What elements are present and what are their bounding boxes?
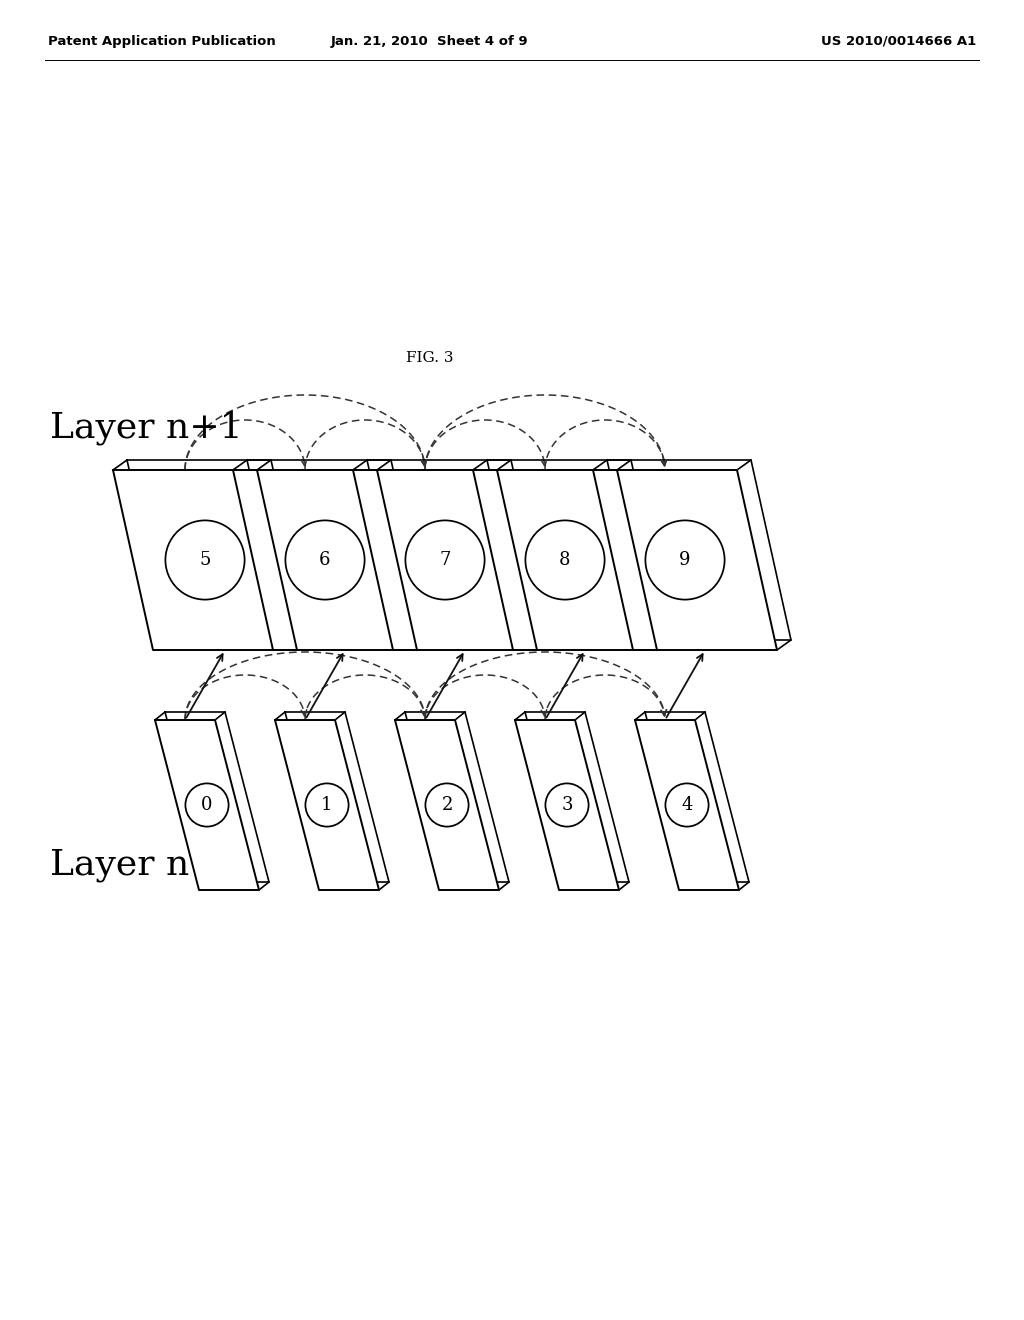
Text: 1: 1 (322, 796, 333, 814)
Text: FIG. 3: FIG. 3 (407, 351, 454, 366)
Polygon shape (155, 719, 259, 890)
Text: Layer n+1: Layer n+1 (50, 411, 243, 445)
Polygon shape (275, 719, 379, 890)
Text: 7: 7 (439, 550, 451, 569)
Text: US 2010/0014666 A1: US 2010/0014666 A1 (821, 36, 976, 48)
Text: 5: 5 (200, 550, 211, 569)
Text: 4: 4 (681, 796, 692, 814)
Text: Jan. 21, 2010  Sheet 4 of 9: Jan. 21, 2010 Sheet 4 of 9 (331, 36, 528, 48)
Polygon shape (473, 470, 657, 649)
Text: 0: 0 (202, 796, 213, 814)
Polygon shape (353, 470, 537, 649)
Text: 8: 8 (559, 550, 570, 569)
Polygon shape (233, 470, 417, 649)
Polygon shape (515, 719, 618, 890)
Polygon shape (635, 719, 739, 890)
Text: 9: 9 (679, 550, 691, 569)
Text: Patent Application Publication: Patent Application Publication (48, 36, 275, 48)
Text: 2: 2 (441, 796, 453, 814)
Text: 6: 6 (319, 550, 331, 569)
Text: Layer n: Layer n (50, 847, 189, 882)
Polygon shape (395, 719, 499, 890)
Polygon shape (593, 470, 777, 649)
Text: 3: 3 (561, 796, 572, 814)
Polygon shape (113, 470, 297, 649)
